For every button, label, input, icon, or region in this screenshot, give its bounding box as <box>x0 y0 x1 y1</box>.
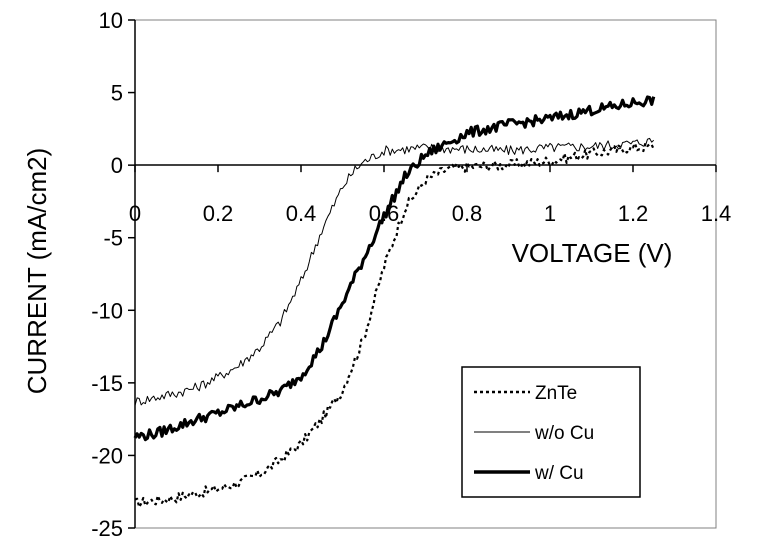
y-tick-label: 5 <box>111 81 123 106</box>
legend-label-wo-cu: w/o Cu <box>534 423 594 444</box>
y-tick-label: -10 <box>91 298 123 323</box>
y-tick-label: -20 <box>91 443 123 468</box>
x-tick-label: 0.2 <box>203 201 234 226</box>
legend-label-zinte: ZnTe <box>535 383 577 404</box>
series-line-w-o-cu <box>134 137 655 406</box>
x-axis-title: VOLTAGE (V) <box>512 238 673 268</box>
y-axis-title: CURRENT (mA/cm2) <box>22 148 52 395</box>
y-tick-label: -5 <box>103 226 123 251</box>
legend-label-w-cu: w/ Cu <box>534 463 584 484</box>
legend: ZnTe w/o Cu w/ Cu <box>461 366 641 498</box>
x-tick-label: 1 <box>544 201 556 226</box>
y-axis-ticks: 10 5 0 -5 -10 -15 -20 -25 <box>91 8 135 541</box>
series-line-znte <box>134 142 655 509</box>
x-tick-label: 0.8 <box>452 201 483 226</box>
series-line-w-cu <box>133 95 656 442</box>
y-tick-label: -15 <box>91 371 123 396</box>
y-tick-label: -25 <box>91 516 123 541</box>
series-layer <box>133 95 656 509</box>
x-tick-label: 1.4 <box>701 201 732 226</box>
x-tick-label: 1.2 <box>618 201 649 226</box>
x-tick-label: 0.4 <box>286 201 317 226</box>
x-tick-label: 0 <box>129 201 141 226</box>
y-tick-label: 0 <box>111 153 123 178</box>
x-axis-ticks: 0 0.2 0.4 0.6 0.8 1 1.2 1.4 <box>129 165 731 226</box>
y-tick-label: 10 <box>99 8 123 33</box>
